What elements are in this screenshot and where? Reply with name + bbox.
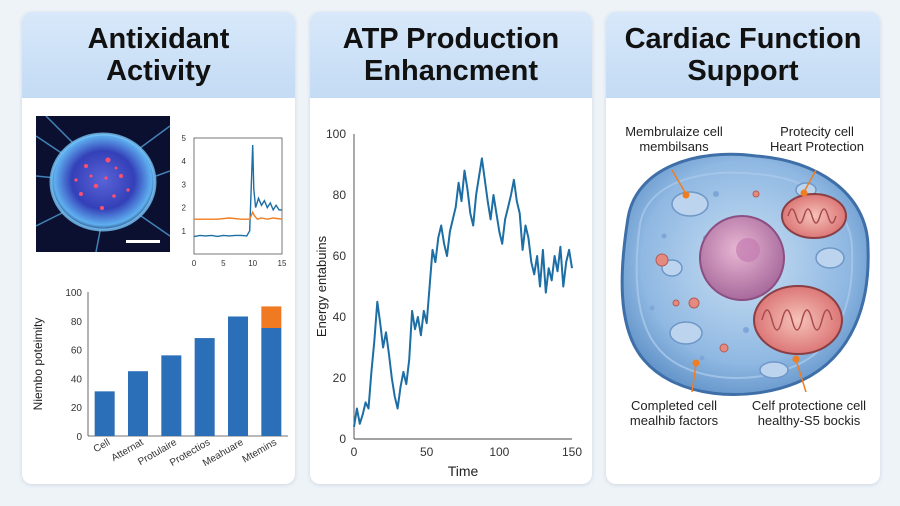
x-axis-label: Time <box>448 463 479 479</box>
y-tick-label: 5 <box>182 134 187 143</box>
bar-base <box>261 328 282 436</box>
panel-cardiac: Cardiac Function Support <box>606 12 880 484</box>
y-tick-label: 40 <box>333 310 347 324</box>
bar-base <box>228 316 248 436</box>
x-tick-label: 5 <box>221 259 226 268</box>
panel-title: ATP Production Enhancment <box>342 23 560 87</box>
x-tick-label: Cell <box>92 437 112 455</box>
x-tick-label: 0 <box>351 445 358 459</box>
y-tick-label: 20 <box>71 403 83 414</box>
y-axis-label: Niembo poteimity <box>31 318 45 411</box>
y-tick-label: 0 <box>76 432 82 443</box>
y-tick-label: 4 <box>182 157 187 166</box>
panel-header: ATP Production Enhancment <box>310 12 592 98</box>
atp-line-chart: 0 20 40 60 80 100 0 50 100 150 Time Energy entabuin… <box>314 127 582 479</box>
cell-illustration <box>620 152 870 396</box>
cell-label-protection: Celf protectione cell healthy-S5 bockis <box>751 398 867 428</box>
y-tick-label: 0 <box>339 432 346 446</box>
y-tick-label: 80 <box>333 188 347 202</box>
y-tick-label: 80 <box>71 317 83 328</box>
x-tick-label: 10 <box>248 259 257 268</box>
cell-label-heart-protection: Protecity cell Heart Protection <box>770 124 864 154</box>
bar-base <box>194 338 215 436</box>
cell-label-membrane: Membrulaize cell membilsans <box>625 124 723 154</box>
bar-base <box>161 355 182 436</box>
y-tick-label: 60 <box>71 346 83 357</box>
y-tick-label: 1 <box>182 227 187 236</box>
microscopy-image <box>36 116 170 252</box>
small-line-chart: 1 2 3 4 5 0 5 10 15 <box>182 134 287 268</box>
bar-base <box>128 371 148 436</box>
panel-atp: ATP Production Enhancment 0 20 40 60 80 100 0 5… <box>310 12 592 484</box>
y-tick-label: 100 <box>65 288 82 299</box>
x-tick-label: 100 <box>489 445 509 459</box>
series-line-blue <box>193 144 282 238</box>
y-tick-label: 100 <box>326 127 346 141</box>
panel-header: Cardiac Function Support <box>606 12 880 98</box>
y-tick-label: 60 <box>333 249 347 263</box>
y-tick-label: 3 <box>182 180 187 189</box>
small-chart-frame <box>193 137 283 255</box>
panel-header: Antixidant Activity <box>22 12 295 98</box>
bar-extra <box>261 306 282 328</box>
x-tick-label: 15 <box>278 259 287 268</box>
y-tick-label: 40 <box>71 374 83 385</box>
bar-base <box>94 391 115 436</box>
series-line-orange <box>194 210 283 220</box>
x-tick-label: 150 <box>562 445 582 459</box>
y-tick-label: 2 <box>182 204 187 213</box>
x-tick-label: 50 <box>420 445 434 459</box>
cell-label-completed: Completed cell mealhib factors <box>629 398 719 428</box>
panel-antioxidant: Antixidant Activity 1 2 3 4 5 0 5 10 15 0 20 40 60 8… <box>22 12 295 484</box>
x-tick-label: 0 <box>192 259 197 268</box>
x-tick-label: Mtemins <box>241 437 279 465</box>
series-line-energy <box>353 157 573 427</box>
y-tick-label: 20 <box>333 371 347 385</box>
y-axis-label: Energy entabuins <box>314 235 329 337</box>
panel-title: Antixidant Activity <box>87 23 230 87</box>
panel-title: Cardiac Function Support <box>624 23 862 87</box>
